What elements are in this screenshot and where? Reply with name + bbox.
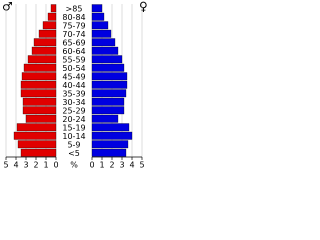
age-label: 60-64 [62, 47, 85, 56]
bar [91, 114, 119, 123]
legend-male: ♂ [2, 0, 13, 14]
bar [27, 55, 57, 64]
bar [91, 29, 112, 38]
bar [91, 131, 133, 140]
age-label: 65-69 [62, 38, 85, 47]
age-label: 25-29 [62, 106, 85, 115]
bar [22, 97, 57, 106]
bar [38, 29, 57, 38]
x-tick-label: 1 [99, 161, 104, 170]
age-label: 80-84 [62, 13, 85, 22]
bar [91, 63, 125, 72]
x-tick-label: 0 [89, 161, 94, 170]
bar [91, 12, 105, 21]
bar [33, 38, 57, 47]
chart: ♂ ♀ % 0 01 12 23 34 45 5>8580-8475-7970-7465-6… [2, 0, 148, 170]
age-label: 15-19 [62, 123, 85, 132]
x-tick-label: 5 [3, 161, 8, 170]
bar [21, 72, 57, 81]
age-label: 75-79 [62, 21, 85, 30]
legend-female: ♀ [139, 0, 148, 14]
bar [25, 114, 57, 123]
age-label: 45-49 [62, 72, 85, 81]
age-label: 10-14 [62, 132, 85, 141]
x-tick-label: 3 [119, 161, 124, 170]
x-tick-label: 2 [109, 161, 114, 170]
bar [20, 80, 57, 89]
x-tick-label: 4 [13, 161, 18, 170]
bar [13, 131, 57, 140]
bar [42, 21, 57, 30]
bar [20, 89, 57, 98]
bar [31, 46, 57, 55]
bar [50, 4, 57, 13]
age-label: 35-39 [62, 89, 85, 98]
x-tick-label: 0 [53, 161, 58, 170]
age-label: 5-9 [67, 140, 80, 149]
bar [20, 148, 57, 157]
bar [91, 4, 103, 13]
x-tick-label: 3 [23, 161, 28, 170]
age-label: >85 [66, 4, 83, 13]
bar [17, 140, 57, 149]
bar [91, 46, 119, 55]
bar [47, 12, 57, 21]
x-axis-label: % [70, 161, 78, 170]
bar [91, 80, 128, 89]
x-tick-label: 5 [139, 161, 144, 170]
x-tick-label: 2 [33, 161, 38, 170]
bar [23, 63, 57, 72]
bar [22, 106, 57, 115]
age-label: 40-44 [62, 81, 85, 90]
bar [91, 89, 127, 98]
bar [91, 97, 125, 106]
age-label: 20-24 [62, 115, 85, 124]
age-label: 50-54 [62, 64, 85, 73]
age-label: <5 [68, 149, 80, 158]
bar [91, 106, 125, 115]
bar [91, 21, 109, 30]
x-tick-label: 4 [129, 161, 134, 170]
age-label: 30-34 [62, 98, 85, 107]
bar [91, 38, 116, 47]
bar [91, 123, 130, 132]
age-label: 70-74 [62, 30, 85, 39]
age-label: 55-59 [62, 55, 85, 64]
bar [91, 72, 128, 81]
x-tick-label: 1 [43, 161, 48, 170]
bar [16, 123, 57, 132]
bar [91, 140, 129, 149]
bar [91, 55, 123, 64]
bar [91, 148, 127, 157]
